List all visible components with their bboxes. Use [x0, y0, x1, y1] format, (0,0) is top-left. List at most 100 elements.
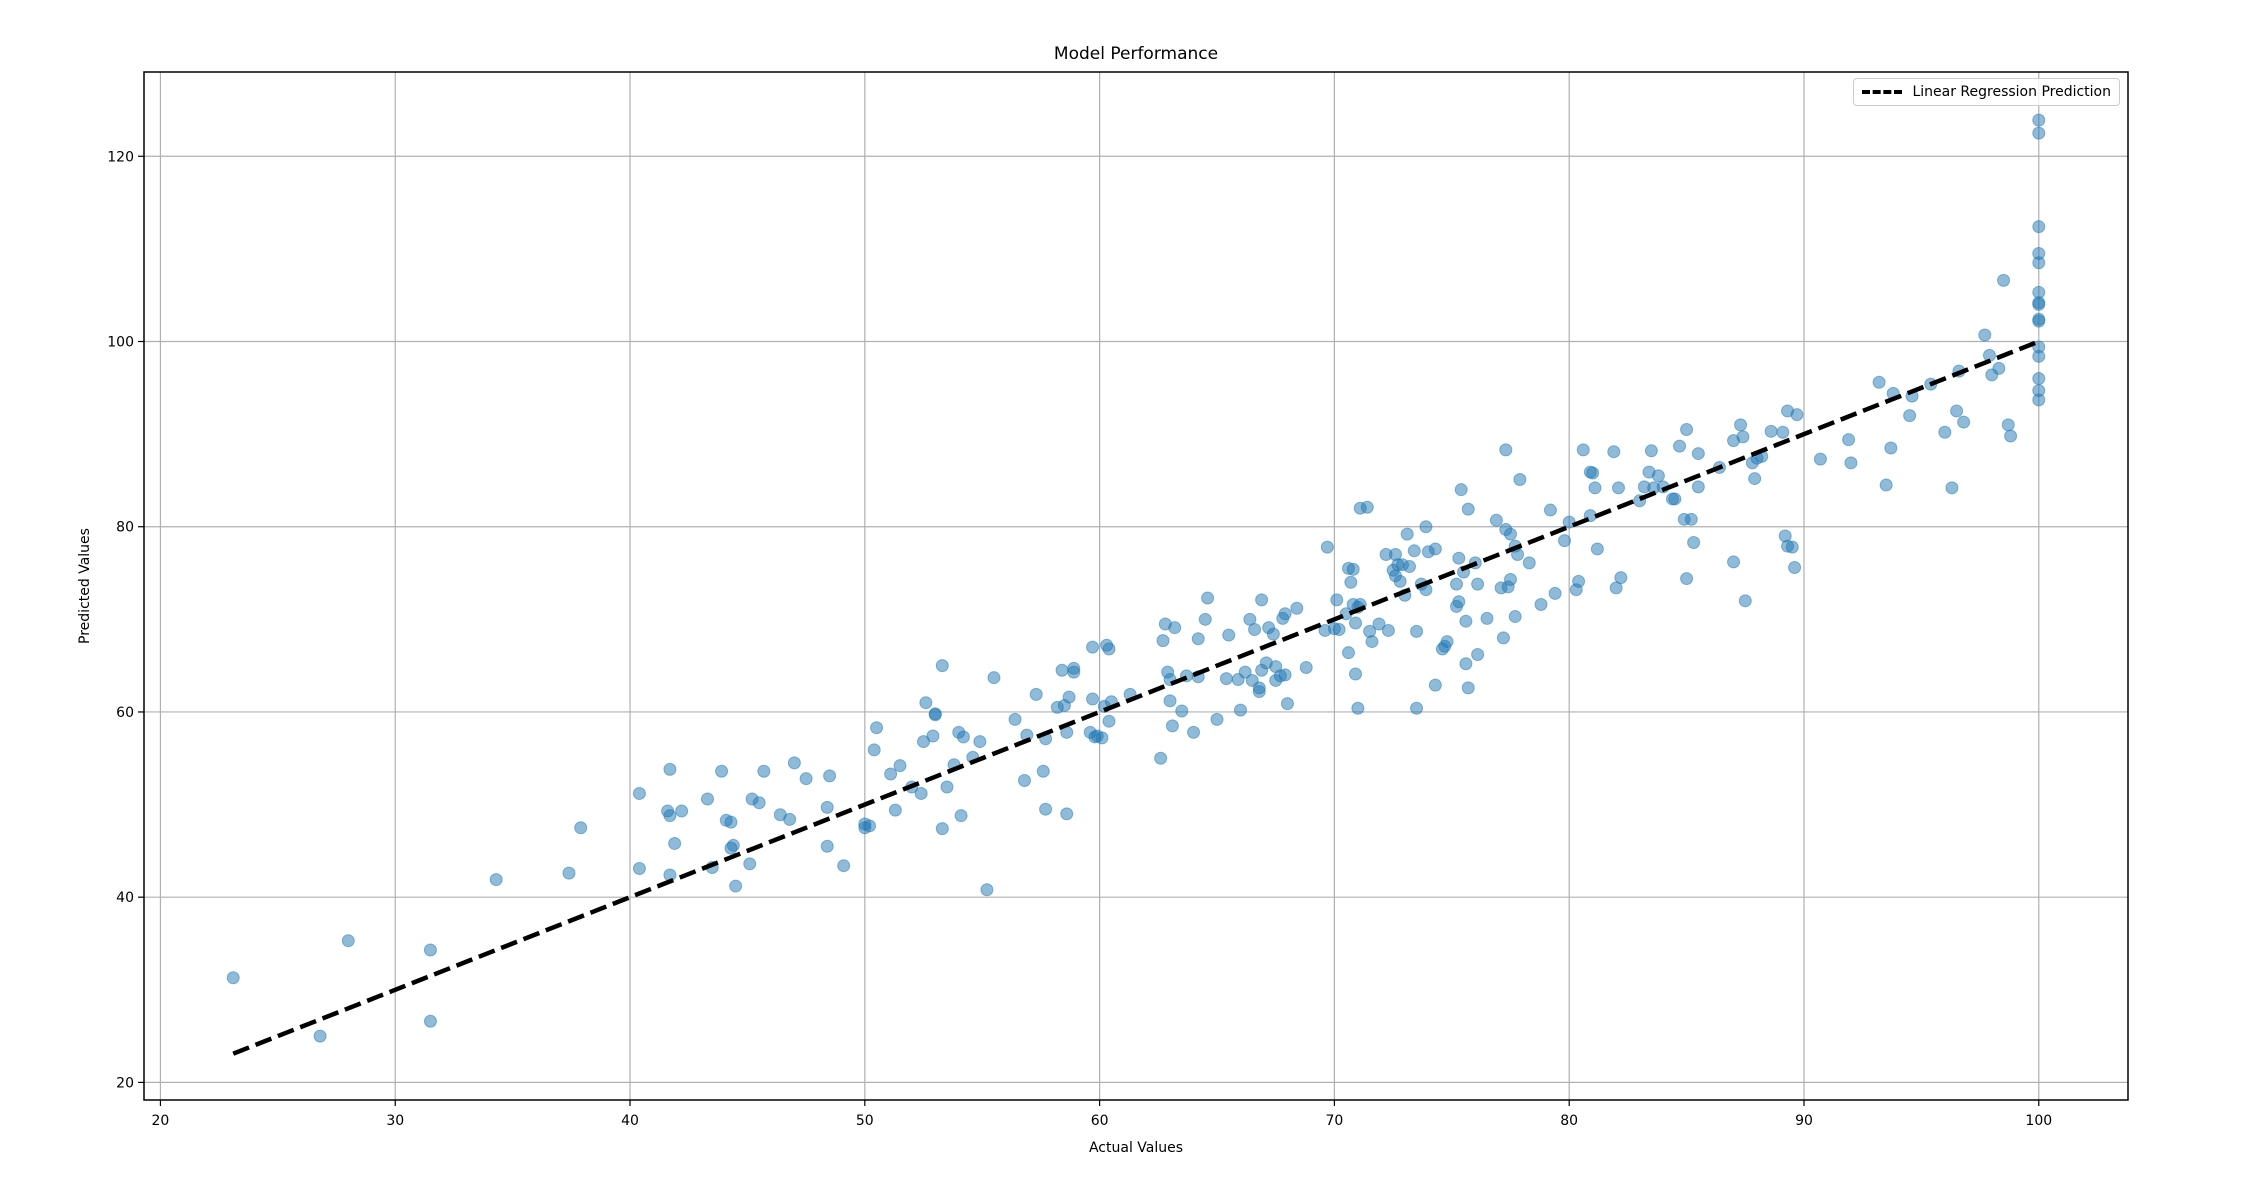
data-point [1055, 663, 1069, 677]
data-point [1341, 646, 1355, 660]
data-point [1330, 593, 1344, 607]
data-point [1400, 527, 1414, 541]
data-point [1086, 692, 1100, 706]
data-point [1219, 672, 1233, 686]
data-point [743, 857, 757, 871]
data-point [1156, 634, 1170, 648]
data-point [914, 786, 928, 800]
data-point [1764, 424, 1778, 438]
data-point [724, 841, 738, 855]
data-point [1102, 642, 1116, 656]
data-point [562, 866, 576, 880]
data-point [675, 804, 689, 818]
data-point [1790, 408, 1804, 422]
data-point [1332, 623, 1346, 637]
data-point [1997, 273, 2011, 287]
data-point [1201, 591, 1215, 605]
data-point [1513, 472, 1527, 486]
data-point [2032, 314, 2046, 328]
data-point [663, 762, 677, 776]
data-point [1017, 773, 1031, 787]
data-point [1785, 540, 1799, 554]
data-point [1673, 439, 1687, 453]
data-point [1588, 481, 1602, 495]
data-point [1393, 574, 1407, 588]
data-point [954, 809, 968, 823]
legend: Linear Regression Prediction [1853, 78, 2120, 106]
data-point [1842, 433, 1856, 447]
data-point [2001, 418, 2015, 432]
data-point [1680, 572, 1694, 586]
data-point [2032, 372, 2046, 386]
data-point [632, 861, 646, 875]
data-point [663, 809, 677, 823]
data-point [1238, 665, 1252, 679]
data-point [820, 839, 834, 853]
data-point [956, 730, 970, 744]
data-point [1687, 535, 1701, 549]
data-point [1586, 466, 1600, 480]
data-point [1029, 687, 1043, 701]
data-point [1175, 704, 1189, 718]
data-point [1844, 456, 1858, 470]
data-point [1428, 678, 1442, 692]
data-point [2032, 349, 2046, 363]
data-point [1680, 422, 1694, 436]
x-tick-label: 90 [1795, 1113, 1813, 1129]
data-point [1266, 627, 1280, 641]
data-point [837, 859, 851, 873]
data-point [1067, 661, 1081, 675]
data-point [1534, 598, 1548, 612]
data-point [935, 659, 949, 673]
data-point [1039, 802, 1053, 816]
data-point [888, 803, 902, 817]
data-point [1736, 430, 1750, 444]
data-point [632, 786, 646, 800]
chart-title: Model Performance [1053, 44, 1219, 64]
data-point [980, 883, 994, 897]
data-point [1008, 712, 1022, 726]
data-point [2032, 113, 2046, 127]
data-point [787, 756, 801, 770]
data-point [423, 1014, 437, 1028]
data-point [1198, 612, 1212, 626]
data-point [935, 822, 949, 836]
data-point [1459, 614, 1473, 628]
data-point [1452, 551, 1466, 565]
data-point [1410, 624, 1424, 638]
data-point [1691, 480, 1705, 494]
y-tick-label: 40 [116, 890, 134, 906]
data-point [1471, 577, 1485, 591]
data-point [1872, 375, 1886, 389]
data-point [1163, 694, 1177, 708]
data-point [1165, 719, 1179, 733]
data-point [1255, 593, 1269, 607]
y-tick-label: 60 [116, 705, 134, 721]
data-point [1452, 595, 1466, 609]
y-tick-label: 20 [116, 1075, 134, 1091]
data-point [715, 764, 729, 778]
data-point [724, 815, 738, 829]
data-point [1278, 668, 1292, 682]
data-point [1222, 628, 1236, 642]
data-point [1381, 623, 1395, 637]
data-point [1459, 657, 1473, 671]
y-tick-label: 80 [116, 520, 134, 536]
data-point [313, 1029, 327, 1043]
data-point [701, 792, 715, 806]
x-tick-label: 60 [1091, 1113, 1109, 1129]
data-point [1938, 425, 1952, 439]
x-tick-label: 70 [1325, 1113, 1343, 1129]
data-point [1036, 764, 1050, 778]
data-point [1471, 648, 1485, 662]
data-point [858, 817, 872, 831]
data-point [668, 836, 682, 850]
data-point [1508, 610, 1522, 624]
data-point [1776, 425, 1790, 439]
data-point [1349, 616, 1363, 630]
data-point [1903, 409, 1917, 423]
data-point [1349, 667, 1363, 681]
data-point [1233, 703, 1247, 717]
data-point [729, 879, 743, 893]
y-tick-label: 120 [107, 149, 134, 165]
